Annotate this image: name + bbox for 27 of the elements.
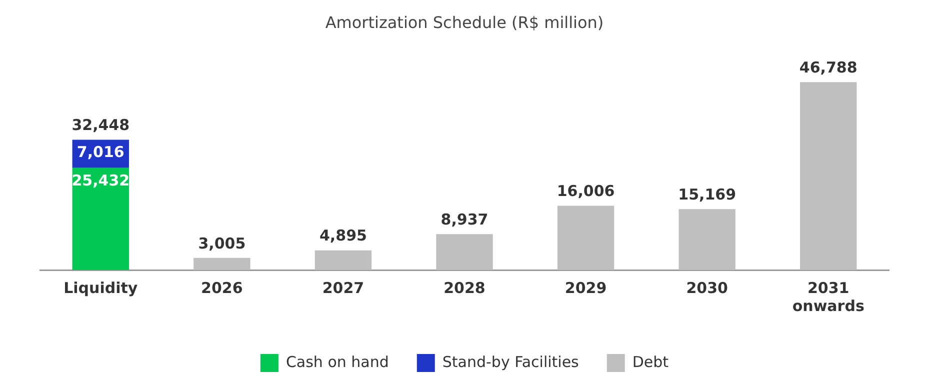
bar xyxy=(72,168,129,270)
legend-label: Debt xyxy=(632,352,669,371)
bar xyxy=(314,250,372,270)
legend-label: Cash on hand xyxy=(286,352,389,371)
bar xyxy=(678,209,736,270)
data-label: 8,937 xyxy=(440,210,488,228)
x-tick-label: Liquidity xyxy=(64,278,138,297)
data-label: 16,006 xyxy=(556,182,615,200)
data-label: 3,005 xyxy=(198,234,246,252)
x-tick-label: 2029 xyxy=(564,278,607,297)
x-tick-label: 2031 onwards xyxy=(792,278,864,315)
total-label: 32,448 xyxy=(72,116,130,134)
data-label: 46,788 xyxy=(799,58,858,76)
bar xyxy=(194,258,250,270)
bar xyxy=(557,206,614,270)
data-label: 7,016 xyxy=(76,143,124,162)
legend-label: Stand-by Facilities xyxy=(442,352,580,371)
bar xyxy=(800,82,857,270)
x-tick-label: 2026 xyxy=(201,278,243,297)
data-label: 15,169 xyxy=(678,185,736,204)
bar xyxy=(436,234,493,270)
x-tick-label: 2027 xyxy=(322,278,364,297)
x-tick-label: 2028 xyxy=(444,278,486,297)
x-tick-label: 2030 xyxy=(686,278,728,297)
data-label: 25,432 xyxy=(72,171,130,190)
chart-title: Amortization Schedule (R$ million) xyxy=(325,12,604,32)
data-label: 4,895 xyxy=(319,226,367,245)
